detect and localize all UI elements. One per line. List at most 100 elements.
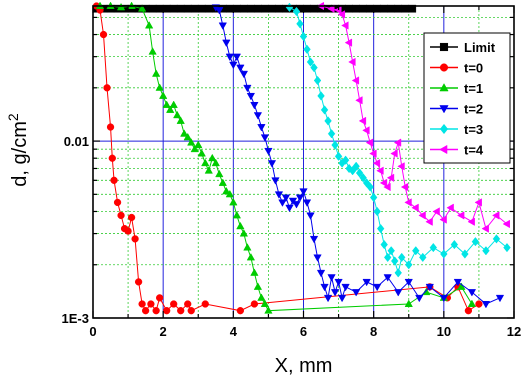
data-point bbox=[317, 91, 325, 101]
data-point bbox=[418, 211, 426, 220]
data-point bbox=[187, 307, 195, 315]
legend-label: t=4 bbox=[464, 143, 484, 158]
data-point bbox=[337, 294, 347, 303]
data-point bbox=[187, 138, 196, 146]
data-point bbox=[211, 158, 220, 167]
data-point bbox=[432, 207, 440, 216]
data-point bbox=[380, 239, 388, 250]
data-point bbox=[246, 92, 256, 101]
data-point bbox=[383, 182, 391, 192]
data-point bbox=[253, 112, 263, 120]
data-point bbox=[124, 227, 132, 235]
data-point bbox=[334, 151, 343, 161]
series-t-2 bbox=[211, 4, 505, 309]
data-point bbox=[218, 178, 227, 186]
data-point bbox=[358, 116, 367, 126]
data-point bbox=[331, 140, 339, 150]
data-point bbox=[257, 124, 266, 132]
data-point bbox=[250, 268, 259, 276]
data-point bbox=[194, 140, 203, 148]
x-tick-label: 12 bbox=[507, 324, 521, 339]
data-point bbox=[170, 300, 178, 308]
data-point bbox=[264, 306, 273, 314]
data-point bbox=[106, 123, 115, 131]
data-point bbox=[204, 166, 213, 174]
data-point bbox=[285, 204, 294, 213]
data-point bbox=[467, 217, 475, 226]
data-point bbox=[383, 252, 392, 263]
data-point bbox=[144, 21, 154, 29]
data-point bbox=[341, 155, 350, 165]
data-point bbox=[411, 203, 419, 212]
data-point bbox=[366, 182, 374, 192]
data-point bbox=[163, 307, 171, 315]
data-point bbox=[166, 105, 175, 113]
data-point bbox=[362, 278, 371, 287]
legend-marker bbox=[439, 144, 448, 155]
data-point bbox=[281, 194, 291, 202]
data-point bbox=[386, 173, 395, 182]
data-point bbox=[99, 30, 108, 39]
data-point bbox=[201, 158, 210, 167]
data-point bbox=[348, 57, 356, 67]
data-point bbox=[152, 307, 160, 315]
data-point bbox=[309, 235, 319, 244]
data-point bbox=[260, 134, 270, 142]
data-point bbox=[173, 110, 182, 119]
data-point bbox=[183, 132, 192, 141]
data-point bbox=[197, 149, 206, 157]
data-point bbox=[306, 212, 315, 220]
data-point bbox=[137, 4, 147, 12]
data-point bbox=[453, 278, 463, 287]
data-point bbox=[260, 299, 270, 307]
data-point bbox=[250, 101, 259, 110]
legend-label: Limit bbox=[464, 40, 496, 55]
data-point bbox=[180, 129, 189, 137]
data-point bbox=[243, 243, 252, 251]
data-point bbox=[344, 38, 353, 47]
data-point bbox=[271, 177, 280, 185]
data-point bbox=[345, 163, 353, 174]
data-point bbox=[134, 278, 143, 286]
data-point bbox=[113, 198, 122, 207]
data-point bbox=[292, 201, 301, 209]
data-point bbox=[131, 235, 139, 243]
x-tick-label: 4 bbox=[230, 324, 238, 339]
data-point bbox=[190, 144, 199, 153]
data-point bbox=[117, 211, 125, 220]
data-point bbox=[253, 282, 263, 290]
data-point bbox=[323, 294, 333, 303]
data-point bbox=[419, 252, 427, 263]
data-point bbox=[481, 301, 491, 309]
data-point bbox=[218, 22, 227, 30]
data-point bbox=[481, 224, 489, 233]
data-point bbox=[257, 293, 266, 301]
data-point bbox=[138, 300, 146, 308]
data-point bbox=[390, 256, 399, 266]
data-point bbox=[461, 249, 469, 259]
data-point bbox=[215, 7, 224, 15]
data-point bbox=[225, 53, 234, 62]
data-point bbox=[355, 168, 364, 178]
data-point bbox=[141, 307, 150, 315]
data-point bbox=[397, 162, 405, 171]
y-axis-title: d, g/cm2 bbox=[5, 113, 31, 187]
y-axis-title-main: d, g/cm bbox=[9, 121, 31, 187]
data-point bbox=[474, 198, 482, 207]
data-point bbox=[306, 57, 315, 67]
legend-label: t=1 bbox=[464, 81, 483, 96]
data-point bbox=[439, 215, 447, 224]
data-point bbox=[320, 283, 329, 292]
data-point bbox=[400, 182, 409, 192]
data-point bbox=[243, 84, 252, 93]
legend-marker bbox=[439, 42, 449, 52]
legend-label: t=2 bbox=[464, 102, 483, 117]
data-point bbox=[236, 307, 245, 315]
data-point bbox=[475, 300, 483, 308]
x-axis-title: X, mm bbox=[275, 355, 333, 377]
y-tick-label: 0.01 bbox=[64, 134, 89, 149]
chart-series-layer bbox=[92, 1, 511, 315]
data-point bbox=[495, 294, 505, 303]
legend-marker bbox=[439, 63, 449, 72]
data-point bbox=[341, 21, 349, 30]
